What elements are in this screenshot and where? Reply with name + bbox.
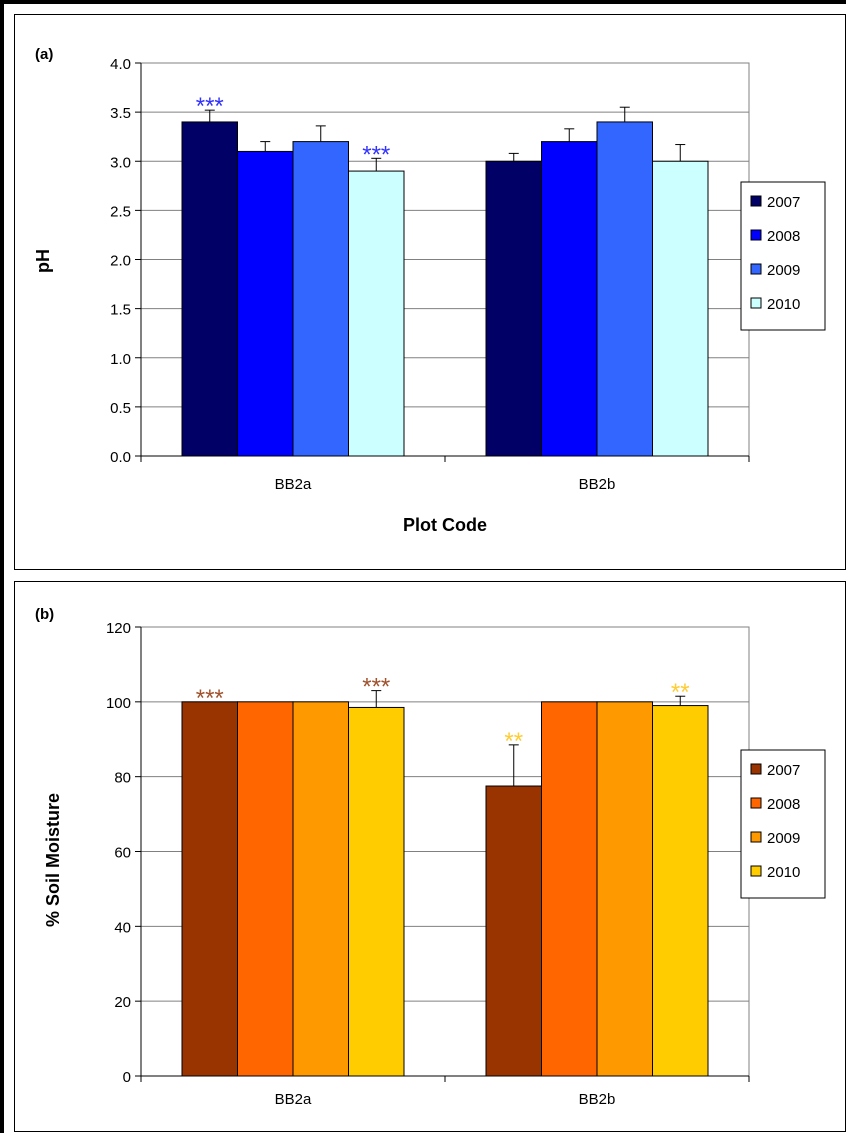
y-tick-label: 20 xyxy=(114,994,131,1011)
legend-label-2010: 2010 xyxy=(767,296,800,313)
bar-2009-BB2a xyxy=(292,701,349,1077)
panel-a: (a) 0.0 0.5 1.0 1.5 2.0 2.5 3.0 3.5 4.0 *** *** BB2a… xyxy=(14,14,846,570)
y-tick-label: 0.0 xyxy=(110,449,131,466)
y-tick-label: 40 xyxy=(114,919,131,936)
y-tick-label: 60 xyxy=(114,845,131,862)
legend-swatch-2009 xyxy=(750,831,762,843)
bar-2009-BB2b xyxy=(596,701,653,1077)
legend-label-2010: 2010 xyxy=(767,864,800,881)
legend-label-2007: 2007 xyxy=(767,194,800,211)
bar-2008-BB2b xyxy=(541,141,598,457)
significance-marker: *** xyxy=(196,685,224,712)
legend-label-2009: 2009 xyxy=(767,262,800,279)
y-axis-title: pH xyxy=(33,249,53,273)
significance-marker: *** xyxy=(196,93,224,120)
y-tick-label: 0 xyxy=(123,1069,131,1086)
bar-2009-BB2b xyxy=(596,121,653,457)
bar-2007-BB2b xyxy=(485,785,542,1077)
y-tick-label: 100 xyxy=(106,695,131,712)
bar-2008-BB2a xyxy=(237,150,294,457)
panel-label: (b) xyxy=(35,606,54,623)
bar-2010-BB2b xyxy=(652,705,709,1077)
bar-2007-BB2a xyxy=(181,701,238,1077)
legend-label-2009: 2009 xyxy=(767,830,800,847)
legend-swatch-2010 xyxy=(750,865,762,877)
x-category-label: BB2b xyxy=(579,476,616,493)
x-category-label: BB2b xyxy=(579,1091,616,1108)
significance-marker: ** xyxy=(504,728,523,755)
legend-label-2008: 2008 xyxy=(767,228,800,245)
panel-label: (a) xyxy=(35,46,53,63)
bar-2010-BB2a xyxy=(348,706,405,1077)
legend-swatch-2008 xyxy=(750,797,762,809)
legend-swatch-2007 xyxy=(750,763,762,775)
legend-swatch-2007 xyxy=(750,195,762,207)
y-tick-label: 4.0 xyxy=(110,56,131,73)
y-tick-label: 3.0 xyxy=(110,154,131,171)
chart-ph: (a) 0.0 0.5 1.0 1.5 2.0 2.5 3.0 3.5 4.0 *** *** BB2a… xyxy=(33,46,826,535)
panel-b: (b)020406080100120**********BB2aBB2bPlot… xyxy=(14,581,846,1132)
significance-marker: ** xyxy=(671,679,690,706)
y-tick-label: 120 xyxy=(106,620,131,637)
y-tick-label: 3.5 xyxy=(110,105,131,122)
y-tick-label: 2.0 xyxy=(110,253,131,270)
legend-swatch-2008 xyxy=(750,229,762,241)
bar-2007-BB2b xyxy=(485,160,542,457)
y-tick-label: 1.5 xyxy=(110,302,131,319)
y-axis-title: % Soil Moisture xyxy=(43,793,63,927)
legend-label-2008: 2008 xyxy=(767,796,800,813)
legend-swatch-2009 xyxy=(750,263,762,275)
bar-2007-BB2a xyxy=(181,121,238,457)
bar-2010-BB2b xyxy=(652,160,709,457)
legend-label-2007: 2007 xyxy=(767,762,800,779)
x-axis-title: Plot Code xyxy=(403,1129,487,1131)
bar-2009-BB2a xyxy=(292,141,349,457)
y-tick-label: 1.0 xyxy=(110,351,131,368)
y-tick-label: 0.5 xyxy=(110,400,131,417)
x-category-label: BB2a xyxy=(275,476,312,493)
x-axis-title: Plot Code xyxy=(403,515,487,535)
bar-2008-BB2b xyxy=(541,701,598,1077)
legend-swatch-2010 xyxy=(750,297,762,309)
bar-2010-BB2a xyxy=(348,170,405,457)
x-category-label: BB2a xyxy=(275,1091,312,1108)
significance-marker: *** xyxy=(362,674,390,701)
y-tick-label: 80 xyxy=(114,770,131,787)
significance-marker: *** xyxy=(362,141,390,168)
chart-soil-moisture: (b)020406080100120**********BB2aBB2bPlot… xyxy=(35,606,826,1131)
y-tick-label: 2.5 xyxy=(110,203,131,220)
bar-2008-BB2a xyxy=(237,701,294,1077)
